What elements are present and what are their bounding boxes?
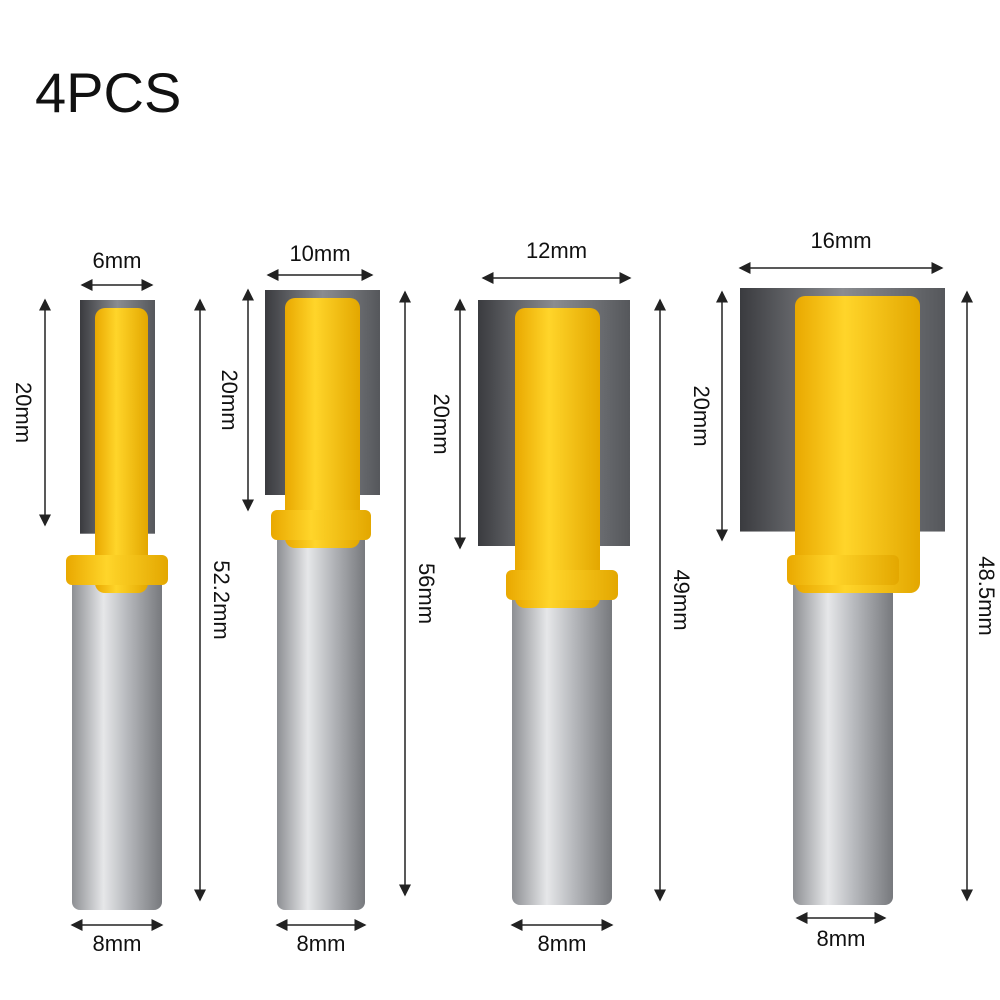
total-length-label: 52.2mm: [209, 560, 234, 639]
cut-length-label: 20mm: [429, 393, 454, 454]
cut-width-label: 10mm: [289, 241, 350, 266]
shank-label: 8mm: [297, 931, 346, 956]
body: [95, 308, 148, 593]
body: [795, 296, 920, 593]
cut-width-label: 12mm: [526, 238, 587, 263]
cut-width-label: 6mm: [93, 248, 142, 273]
title: 4PCS: [35, 61, 181, 124]
shank: [72, 575, 162, 910]
shank-label: 8mm: [538, 931, 587, 956]
cut-width-label: 16mm: [810, 228, 871, 253]
shank: [512, 590, 612, 905]
body: [515, 308, 600, 608]
collar: [66, 555, 168, 585]
collar: [787, 555, 899, 585]
total-length-label: 49mm: [669, 569, 694, 630]
cut-length-label: 20mm: [217, 369, 242, 430]
cut-length-label: 20mm: [11, 382, 36, 443]
shank: [277, 530, 365, 910]
collar: [506, 570, 618, 600]
total-length-label: 48.5mm: [974, 556, 999, 635]
shank-label: 8mm: [817, 926, 866, 951]
collar: [271, 510, 371, 540]
total-length-label: 56mm: [414, 563, 439, 624]
cut-length-label: 20mm: [689, 385, 714, 446]
shank-label: 8mm: [93, 931, 142, 956]
shank: [793, 575, 893, 905]
body: [285, 298, 360, 548]
